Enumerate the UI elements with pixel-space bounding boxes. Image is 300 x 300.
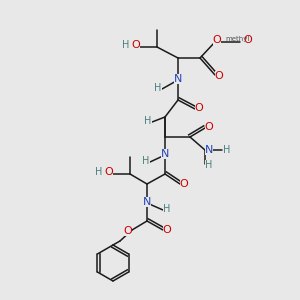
Text: O: O xyxy=(213,35,221,45)
Text: O: O xyxy=(205,122,213,132)
Text: N: N xyxy=(174,74,182,84)
Text: O: O xyxy=(163,225,171,235)
Text: H: H xyxy=(122,40,130,50)
Text: H: H xyxy=(142,156,150,166)
Text: O: O xyxy=(244,35,252,45)
Text: H: H xyxy=(95,167,103,177)
Text: H: H xyxy=(163,204,171,214)
Text: O: O xyxy=(180,179,188,189)
Text: O: O xyxy=(195,103,203,113)
Text: H: H xyxy=(144,116,152,126)
Text: N: N xyxy=(205,145,213,155)
Text: methyl: methyl xyxy=(226,36,250,42)
Text: O: O xyxy=(124,226,132,236)
Text: N: N xyxy=(143,197,151,207)
Text: H: H xyxy=(205,160,213,170)
Text: O: O xyxy=(132,40,140,50)
Text: N: N xyxy=(161,149,169,159)
Text: H: H xyxy=(154,83,162,93)
Text: O: O xyxy=(105,167,113,177)
Text: H: H xyxy=(223,145,231,155)
Text: O: O xyxy=(214,71,224,81)
